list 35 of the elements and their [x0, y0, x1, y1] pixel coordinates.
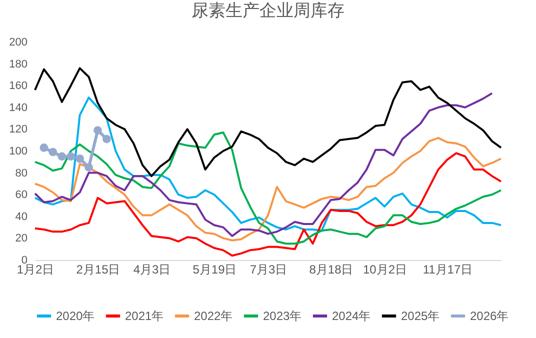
x-tick-label: 10月2日	[362, 262, 408, 276]
x-tick-label: 2月15日	[76, 262, 120, 276]
y-tick-label: 100	[9, 146, 28, 158]
legend-label: 2022年	[194, 309, 233, 323]
legend-label: 2024年	[332, 309, 371, 323]
x-tick-label: 7月3日	[250, 262, 288, 276]
point	[48, 148, 58, 156]
point	[84, 163, 93, 172]
line-series	[34, 152, 502, 257]
legend-label: 2020年	[56, 309, 95, 323]
legend-label: 2023年	[263, 309, 302, 323]
point	[40, 144, 48, 152]
y-tick-label: 140	[9, 102, 28, 114]
legend-label: 2021年	[125, 309, 164, 323]
point	[94, 126, 102, 134]
y-tick-label: 160	[9, 80, 28, 92]
point	[76, 154, 84, 163]
point	[66, 152, 76, 161]
point	[58, 152, 66, 161]
legend-label: 2025年	[401, 309, 440, 323]
x-tick-label: 5月19日	[192, 262, 237, 276]
x-tick-label: 11月17日	[422, 262, 473, 276]
y-tick-label: 200	[9, 36, 28, 48]
legend-label: 2026年	[470, 309, 509, 323]
y-tick-label: 180	[9, 58, 28, 70]
y-tick-label: 120	[9, 124, 28, 136]
line-series	[34, 67, 502, 178]
chart-title: 尿素生产企业周库存	[192, 1, 344, 20]
point	[102, 134, 111, 144]
y-tick-label: 80	[15, 167, 28, 180]
x-tick-label: 8月18日	[309, 262, 354, 276]
x-tick-label: 4月3日	[133, 262, 171, 276]
y-tick-label: 60	[15, 189, 28, 202]
y-tick-label: 20	[15, 232, 28, 245]
y-tick-label: 40	[15, 210, 28, 223]
